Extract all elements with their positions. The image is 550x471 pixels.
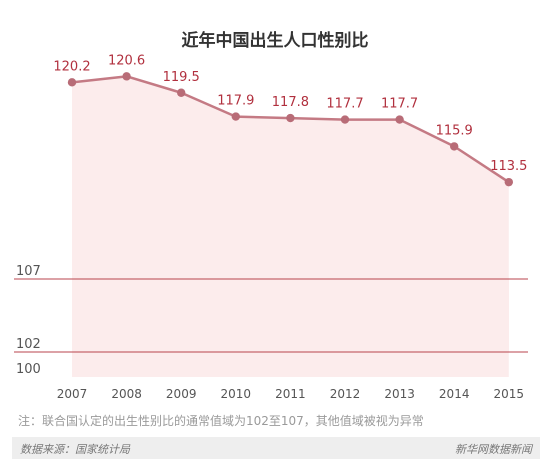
data-label: 119.5: [163, 70, 200, 85]
data-point: [67, 78, 77, 87]
y-tick-label: 100: [16, 362, 41, 377]
footer-bar: 数据来源：国家统计局 新华网数据新闻: [12, 437, 540, 459]
data-label: 117.7: [381, 97, 418, 112]
data-label: 117.9: [217, 94, 254, 109]
x-tick-label: 2013: [384, 387, 415, 401]
x-tick-label: 2012: [330, 387, 361, 401]
data-point: [504, 177, 513, 187]
data-label: 117.8: [272, 95, 309, 110]
y-tick-label: 102: [16, 337, 41, 352]
chart-title: 近年中国出生人口性别比: [181, 31, 369, 51]
data-label: 117.7: [326, 97, 363, 112]
reference-lines-layer: [14, 278, 528, 353]
x-tick-label: 2014: [439, 387, 470, 401]
data-point: [395, 115, 404, 124]
x-tick-labels-layer: 2007 2008 2009 2010 2011 2012 2013 2014 2015: [57, 387, 524, 401]
data-label: 113.5: [490, 159, 527, 174]
footnote: 注：联合国认定的出生性别比的通常值域为102至107，其他值域被视为异常: [18, 414, 424, 428]
data-points-layer: [67, 72, 513, 187]
data-point: [450, 142, 459, 151]
data-label: 120.2: [53, 59, 90, 74]
y-tick-label: 107: [16, 264, 41, 279]
data-labels-layer: 120.2 120.6 119.5 117.9 117.8 117.7 117.7 115.9…: [53, 53, 527, 174]
brand-credit: 新华网数据新闻: [455, 443, 532, 456]
data-label: 120.6: [108, 53, 145, 68]
x-tick-label: 2007: [57, 387, 88, 401]
x-tick-label: 2015: [494, 387, 525, 401]
data-source: 数据来源：国家统计局: [20, 443, 130, 456]
data-point: [286, 113, 295, 123]
x-tick-label: 2011: [275, 387, 306, 401]
data-point: [231, 112, 240, 121]
data-point: [122, 72, 131, 81]
data-point: [177, 88, 186, 97]
x-tick-label: 2009: [166, 387, 197, 401]
data-label: 115.9: [436, 123, 473, 138]
area-fill-layer: [72, 76, 509, 378]
x-tick-label: 2008: [111, 387, 142, 401]
x-tick-label: 2010: [221, 387, 252, 401]
data-point: [340, 115, 350, 124]
area-fill: [72, 76, 509, 378]
y-tick-labels-layer: 100 102 107: [16, 264, 41, 377]
